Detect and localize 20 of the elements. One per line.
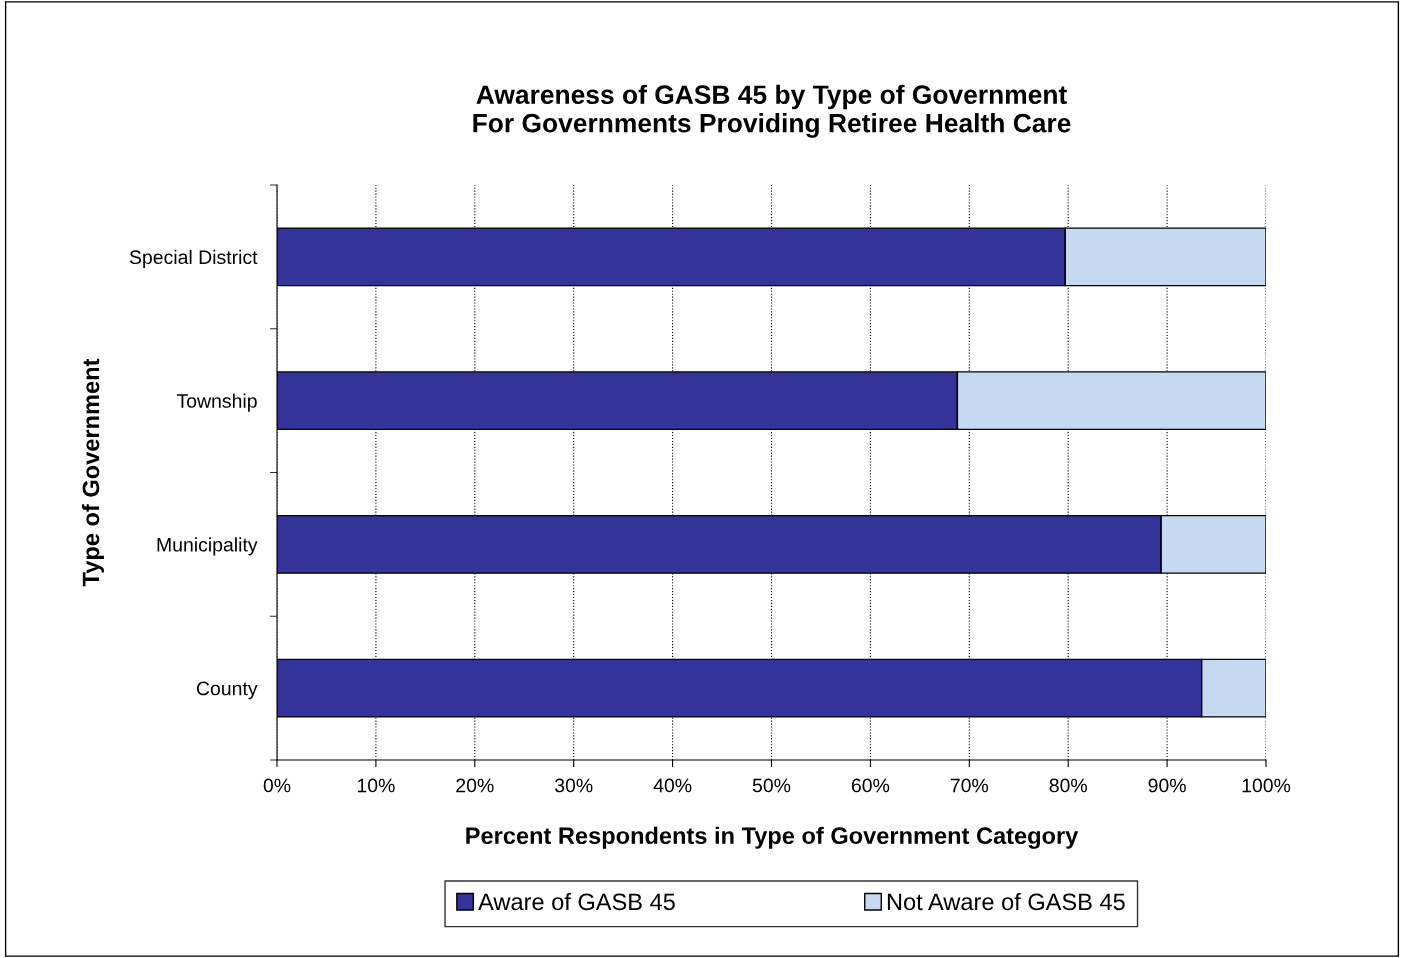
x-tick-label: 40% (653, 778, 692, 793)
chart-title: Awareness of GASB 45 by Type of Government For Governments Providing Retiree Health Care (473, 84, 1071, 138)
y-tick-label: Special District (129, 249, 258, 268)
x-tick-label: 70% (950, 778, 989, 793)
x-tick-label: 30% (554, 778, 593, 793)
y-tick-label: Municipality (157, 537, 258, 556)
x-axis-title: Percent Respondents in Type of Government Category (466, 826, 1079, 849)
x-tick-label: 0% (263, 778, 291, 793)
y-tick-label: County (196, 681, 258, 700)
x-tick-label: 100% (1242, 778, 1291, 793)
x-tick-label: 60% (851, 778, 890, 793)
x-tick-label: 80% (1049, 778, 1087, 793)
y-axis-title: Type of Government (81, 358, 104, 587)
x-tick-label: 20% (456, 778, 494, 793)
x-tick-label: 10% (357, 778, 395, 793)
x-tick-label: 90% (1148, 778, 1186, 793)
x-tick-label: 50% (752, 778, 791, 793)
legend-label: Not Aware of GASB 45 (887, 892, 1125, 911)
legend-label: Aware of GASB 45 (478, 892, 675, 911)
y-tick-label: Township (176, 393, 257, 412)
